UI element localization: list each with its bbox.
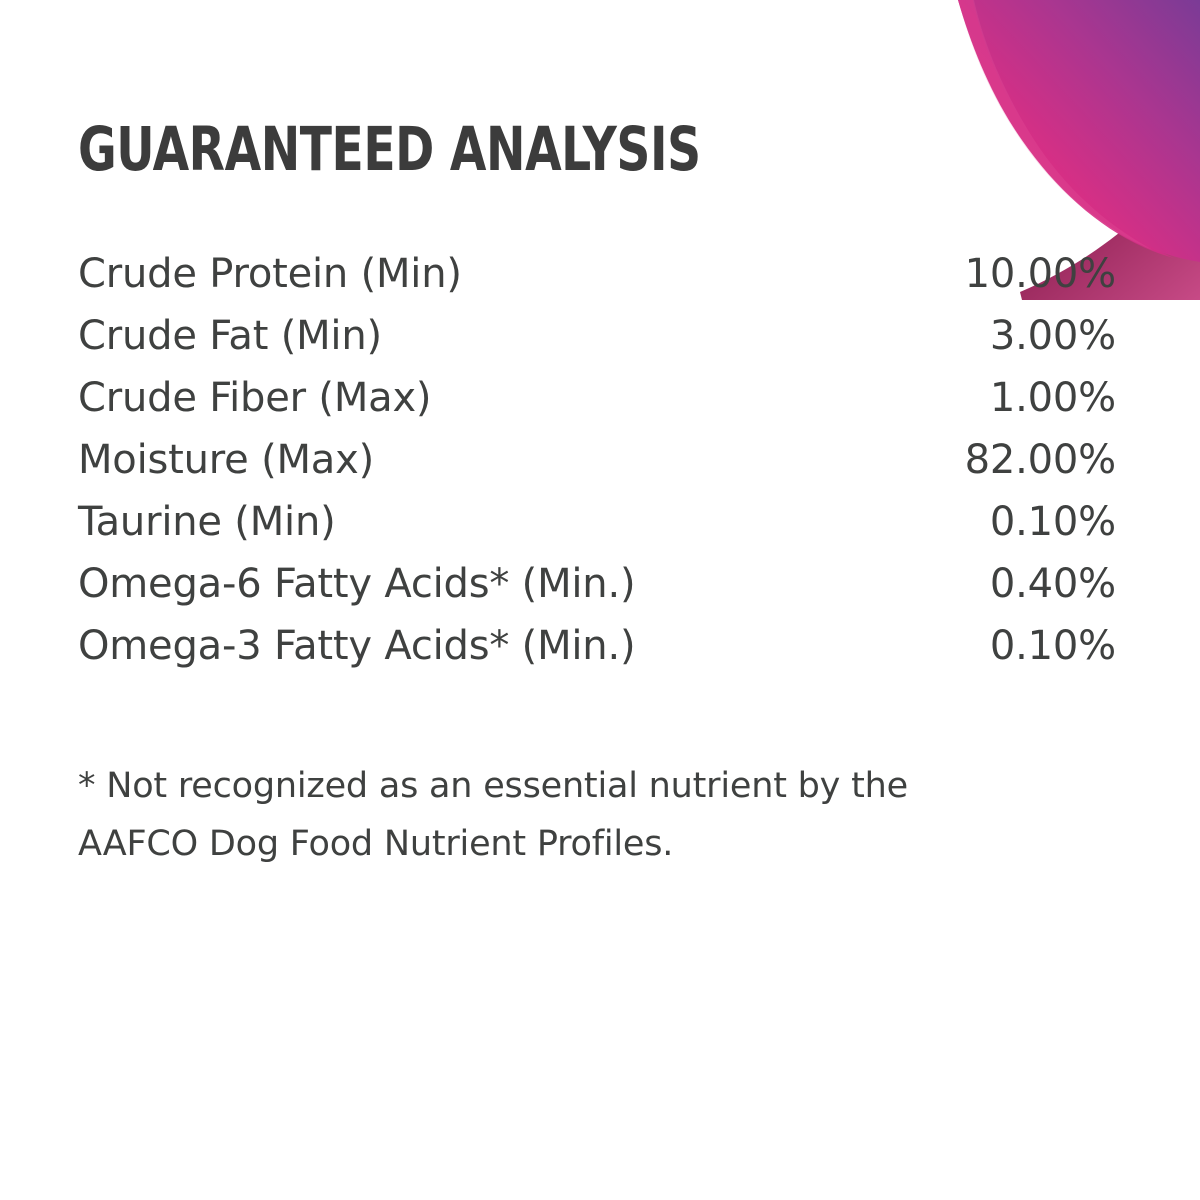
- table-row: Crude Fiber (Max) 1.00%: [78, 367, 1116, 429]
- table-row: Crude Protein (Min) 10.00%: [78, 243, 1116, 305]
- nutrient-value: 82.00%: [964, 437, 1117, 483]
- nutrient-label: Taurine (Min): [78, 499, 336, 545]
- nutrient-value: 0.40%: [989, 561, 1116, 607]
- nutrient-value: 1.00%: [989, 375, 1116, 421]
- table-row: Taurine (Min) 0.10%: [78, 491, 1116, 553]
- footnote-line-1: * Not recognized as an essential nutrien…: [78, 766, 908, 806]
- nutrient-label: Omega-6 Fatty Acids* (Min.): [78, 561, 636, 607]
- table-row: Moisture (Max) 82.00%: [78, 429, 1116, 491]
- nutrient-value: 0.10%: [989, 623, 1116, 669]
- page-title: GUARANTEED ANALYSIS: [78, 114, 701, 185]
- nutrient-label: Crude Fiber (Max): [78, 375, 432, 421]
- footnote-line-2: AAFCO Dog Food Nutrient Profiles.: [78, 824, 674, 864]
- table-row: Omega-3 Fatty Acids* (Min.) 0.10%: [78, 615, 1116, 677]
- nutrient-label: Moisture (Max): [78, 437, 374, 483]
- nutrient-value: 10.00%: [964, 251, 1117, 297]
- table-row: Omega-6 Fatty Acids* (Min.) 0.40%: [78, 553, 1116, 615]
- table-row: Crude Fat (Min) 3.00%: [78, 305, 1116, 367]
- footnote: * Not recognized as an essential nutrien…: [78, 757, 1088, 873]
- nutrient-label: Crude Protein (Min): [78, 251, 462, 297]
- guaranteed-analysis-table: Crude Protein (Min) 10.00% Crude Fat (Mi…: [78, 243, 1116, 677]
- nutrient-label: Crude Fat (Min): [78, 313, 382, 359]
- nutrient-label: Omega-3 Fatty Acids* (Min.): [78, 623, 636, 669]
- nutrient-value: 0.10%: [989, 499, 1116, 545]
- nutrient-value: 3.00%: [989, 313, 1116, 359]
